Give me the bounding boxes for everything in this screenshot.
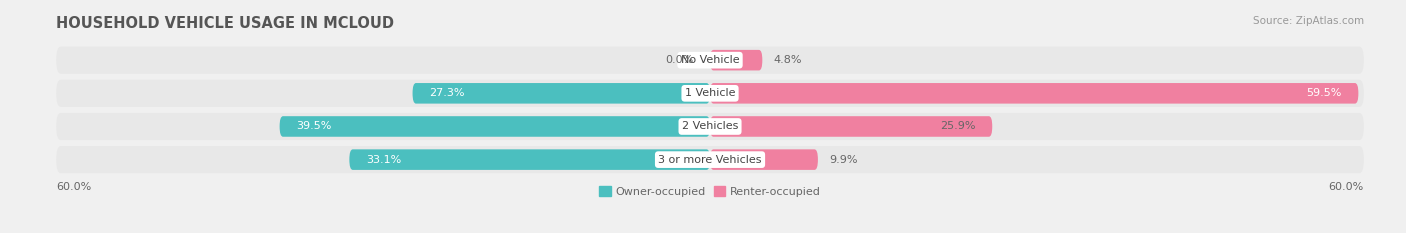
Text: 25.9%: 25.9%: [941, 121, 976, 131]
Text: 33.1%: 33.1%: [366, 155, 401, 165]
Text: 4.8%: 4.8%: [773, 55, 801, 65]
Legend: Owner-occupied, Renter-occupied: Owner-occupied, Renter-occupied: [595, 182, 825, 201]
FancyBboxPatch shape: [710, 50, 762, 70]
FancyBboxPatch shape: [56, 146, 1364, 173]
Text: Source: ZipAtlas.com: Source: ZipAtlas.com: [1253, 16, 1364, 26]
FancyBboxPatch shape: [56, 80, 1364, 107]
Text: 27.3%: 27.3%: [429, 88, 464, 98]
Text: 2 Vehicles: 2 Vehicles: [682, 121, 738, 131]
Text: 3 or more Vehicles: 3 or more Vehicles: [658, 155, 762, 165]
FancyBboxPatch shape: [56, 47, 1364, 74]
Text: 9.9%: 9.9%: [828, 155, 858, 165]
Text: 0.0%: 0.0%: [665, 55, 693, 65]
FancyBboxPatch shape: [710, 149, 818, 170]
Text: HOUSEHOLD VEHICLE USAGE IN MCLOUD: HOUSEHOLD VEHICLE USAGE IN MCLOUD: [56, 16, 394, 31]
Text: 1 Vehicle: 1 Vehicle: [685, 88, 735, 98]
Text: 60.0%: 60.0%: [1329, 182, 1364, 192]
FancyBboxPatch shape: [710, 116, 993, 137]
Text: No Vehicle: No Vehicle: [681, 55, 740, 65]
FancyBboxPatch shape: [280, 116, 710, 137]
FancyBboxPatch shape: [710, 83, 1358, 104]
FancyBboxPatch shape: [349, 149, 710, 170]
FancyBboxPatch shape: [412, 83, 710, 104]
Text: 59.5%: 59.5%: [1306, 88, 1343, 98]
Text: 60.0%: 60.0%: [56, 182, 91, 192]
Text: 39.5%: 39.5%: [295, 121, 332, 131]
FancyBboxPatch shape: [56, 113, 1364, 140]
